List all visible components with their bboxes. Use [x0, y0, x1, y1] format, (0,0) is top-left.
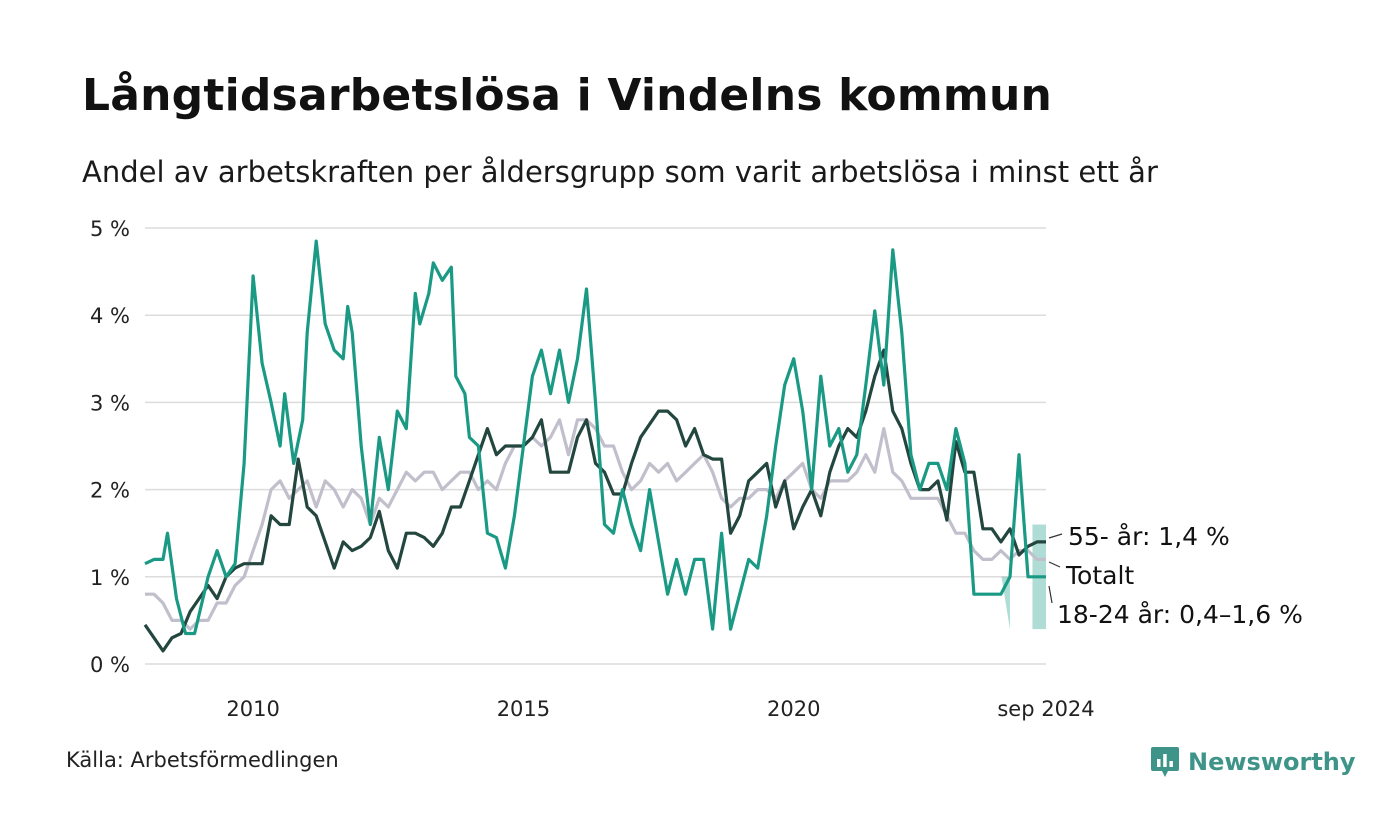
series-labels: Totalt 55- år: 1,4 % 18-24 år: 0,4–1,6 %	[1048, 522, 1303, 629]
y-tick-label: 3 %	[90, 391, 130, 415]
x-tick-label: 2015	[497, 697, 550, 721]
series-end-label: Totalt	[1065, 561, 1134, 590]
y-tick-label: 5 %	[90, 217, 130, 241]
series-line-1	[143, 348, 1046, 653]
x-tick-label: 2020	[767, 697, 820, 721]
y-tick-label: 0 %	[90, 653, 130, 677]
brand-logo: Newsworthy	[1150, 744, 1356, 780]
series-lines	[143, 239, 1046, 653]
y-axis: 0 % 1 % 2 % 3 % 4 % 5 %	[90, 217, 130, 677]
brand-name: Newsworthy	[1188, 748, 1356, 776]
x-axis: 2010 2015 2020 sep 2024	[226, 697, 1094, 721]
source-credit: Källa: Arbetsförmedlingen	[66, 748, 339, 772]
x-tick-label: sep 2024	[997, 697, 1094, 721]
y-tick-label: 2 %	[90, 479, 130, 503]
label-leader-line	[1048, 585, 1053, 604]
y-tick-label: 4 %	[90, 304, 130, 328]
y-tick-label: 1 %	[90, 566, 130, 590]
gridlines	[145, 227, 1046, 665]
x-tick-label: 2010	[226, 697, 279, 721]
chart-subtitle: Andel av arbetskraften per åldersgrupp s…	[82, 155, 1158, 189]
label-leader-line	[1048, 561, 1061, 568]
series-end-label: 18-24 år: 0,4–1,6 %	[1057, 600, 1303, 629]
newsworthy-logo-icon	[1151, 747, 1179, 777]
label-leader-line	[1048, 533, 1063, 539]
chart-title: Långtidsarbetslösa i Vindelns kommun	[82, 70, 1053, 121]
series-line-2	[144, 239, 1046, 636]
series-end-label: 55- år: 1,4 %	[1068, 522, 1230, 551]
